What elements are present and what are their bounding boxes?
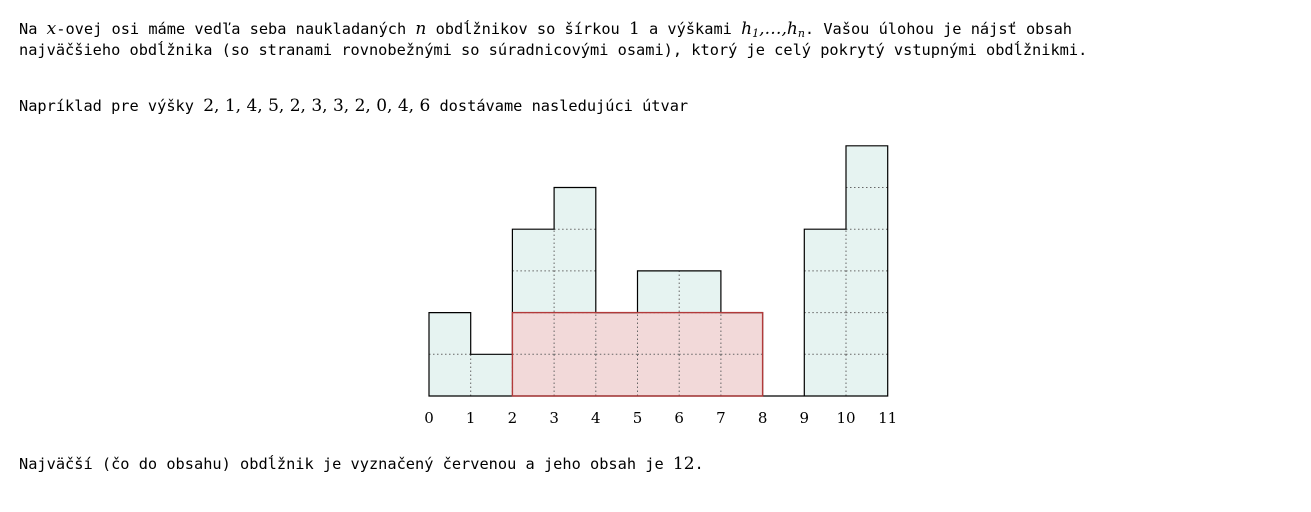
axis-label-7: 7: [716, 409, 726, 427]
axis-label-9: 9: [800, 409, 810, 427]
axis-label-2: 2: [508, 409, 518, 427]
axis-label-3: 3: [549, 409, 559, 427]
math-width: 1: [628, 19, 640, 39]
axis-label-11: 11: [878, 409, 897, 427]
histogram-outline: [428, 145, 889, 397]
histogram-figure: 0 1 2 3 4 5 6 7 8 9 10 11: [424, 145, 897, 427]
result-paragraph: Najväčší (čo do obsahu) obdĺžnik je vyzn…: [19, 454, 704, 474]
example-paragraph: Napríklad pre výšky 2, 1, 4, 5, 2, 3, 3,…: [19, 96, 689, 116]
axis-label-0: 0: [424, 409, 434, 427]
axis-label-6: 6: [674, 409, 684, 427]
axis-label-5: 5: [633, 409, 643, 427]
axis-label-10: 10: [836, 409, 855, 427]
axis-label-8: 8: [758, 409, 768, 427]
example-heights: 2, 1, 4, 5, 2, 3, 3, 2, 0, 4, 6: [203, 96, 431, 116]
intro-paragraph: Na x-ovej osi máme vedľa seba naukladaný…: [19, 19, 1088, 59]
math-h1: h1,…,hn: [741, 19, 805, 40]
highlight-rectangle-border: [511, 311, 764, 397]
bar-1: [470, 354, 513, 396]
math-x: x: [46, 19, 57, 39]
axis-label-4: 4: [591, 409, 601, 427]
axis-label-1: 1: [466, 409, 476, 427]
result-value: 12: [672, 454, 695, 474]
math-n: n: [415, 19, 427, 39]
intro-line-2: najväčšieho obdĺžnika (so stranami rovno…: [19, 41, 1088, 59]
